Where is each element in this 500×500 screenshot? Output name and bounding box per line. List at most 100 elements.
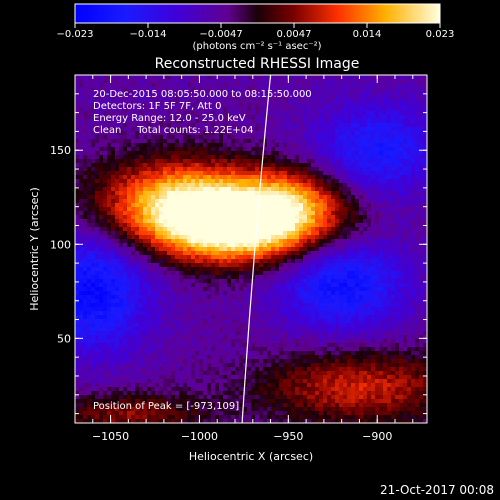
heatmap-cell (411, 175, 416, 180)
heatmap-cell (323, 119, 328, 124)
heatmap-cell (215, 83, 220, 88)
heatmap-cell (263, 155, 268, 160)
heatmap-cell (167, 211, 172, 216)
heatmap-cell (151, 127, 156, 132)
heatmap-cell (139, 99, 144, 104)
heatmap-cell (267, 223, 272, 228)
heatmap-cell (255, 175, 260, 180)
heatmap-cell (363, 223, 368, 228)
heatmap-cell (119, 163, 124, 168)
heatmap-cell (411, 255, 416, 260)
heatmap-cell (259, 163, 264, 168)
heatmap-cell (207, 179, 212, 184)
heatmap-cell (75, 231, 80, 236)
heatmap-cell (167, 279, 172, 284)
heatmap-cell (331, 147, 336, 152)
heatmap-cell (79, 167, 84, 172)
heatmap-cell (299, 259, 304, 264)
heatmap-cell (155, 167, 160, 172)
heatmap-cell (247, 199, 252, 204)
heatmap-cell (323, 295, 328, 300)
heatmap-cell (343, 179, 348, 184)
heatmap-cell (155, 287, 160, 292)
heatmap-cell (295, 271, 300, 276)
heatmap-cell (123, 271, 128, 276)
heatmap-cell (115, 111, 120, 116)
heatmap-cell (287, 255, 292, 260)
heatmap-cell (171, 235, 176, 240)
heatmap-cell (127, 91, 132, 96)
heatmap-cell (187, 203, 192, 208)
heatmap-cell (227, 151, 232, 156)
heatmap-cell (167, 139, 172, 144)
heatmap-cell (367, 179, 372, 184)
heatmap-cell (127, 231, 132, 236)
heatmap-cell (107, 243, 112, 248)
heatmap-cell (351, 163, 356, 168)
heatmap-cell (135, 295, 140, 300)
heatmap-cell (339, 223, 344, 228)
heatmap-cell (279, 159, 284, 164)
heatmap-cell (79, 211, 84, 216)
heatmap-cell (395, 187, 400, 192)
heatmap-cell (355, 219, 360, 224)
heatmap-cell (243, 275, 248, 280)
heatmap-cell (211, 191, 216, 196)
heatmap-cell (339, 107, 344, 112)
heatmap-cell (259, 211, 264, 216)
heatmap-cell (411, 231, 416, 236)
heatmap-cell (419, 155, 424, 160)
heatmap-cell (179, 199, 184, 204)
heatmap-cell (423, 199, 428, 204)
heatmap-cell (79, 151, 84, 156)
heatmap-cell (391, 75, 396, 80)
heatmap-cell (307, 287, 312, 292)
heatmap-cell (279, 291, 284, 296)
heatmap-cell (383, 259, 388, 264)
heatmap-cell (363, 187, 368, 192)
heatmap-cell (367, 223, 372, 228)
heatmap-cell (131, 271, 136, 276)
heatmap-cell (219, 167, 224, 172)
heatmap-cell (355, 187, 360, 192)
heatmap-cell (263, 215, 268, 220)
heatmap-cell (123, 171, 128, 176)
heatmap-cell (407, 223, 412, 228)
heatmap-cell (111, 255, 116, 260)
heatmap-cell (103, 95, 108, 100)
heatmap-cell (227, 95, 232, 100)
heatmap-cell (339, 215, 344, 220)
heatmap-cell (179, 107, 184, 112)
heatmap-cell (163, 259, 168, 264)
heatmap-cell (227, 131, 232, 136)
heatmap-cell (359, 131, 364, 136)
heatmap-cell (291, 99, 296, 104)
heatmap-cell (367, 283, 372, 288)
heatmap-cell (295, 147, 300, 152)
heatmap-cell (231, 171, 236, 176)
heatmap-cell (375, 91, 380, 96)
heatmap-cell (235, 111, 240, 116)
heatmap-cell (311, 219, 316, 224)
heatmap-cell (147, 227, 152, 232)
heatmap-cell (303, 283, 308, 288)
heatmap-cell (279, 151, 284, 156)
heatmap-cell (251, 231, 256, 236)
heatmap-cell (131, 219, 136, 224)
heatmap-cell (415, 263, 420, 268)
heatmap-cell (99, 279, 104, 284)
heatmap-cell (271, 275, 276, 280)
heatmap-cell (143, 75, 148, 80)
heatmap-cell (391, 291, 396, 296)
heatmap-cell (79, 235, 84, 240)
heatmap-cell (123, 187, 128, 192)
heatmap-cell (283, 227, 288, 232)
heatmap-cell (151, 75, 156, 80)
heatmap-cell (311, 183, 316, 188)
heatmap-cell (363, 259, 368, 264)
heatmap-cell (279, 91, 284, 96)
heatmap-cell (287, 231, 292, 236)
heatmap-cell (239, 235, 244, 240)
heatmap-cell (251, 171, 256, 176)
heatmap-cell (87, 99, 92, 104)
